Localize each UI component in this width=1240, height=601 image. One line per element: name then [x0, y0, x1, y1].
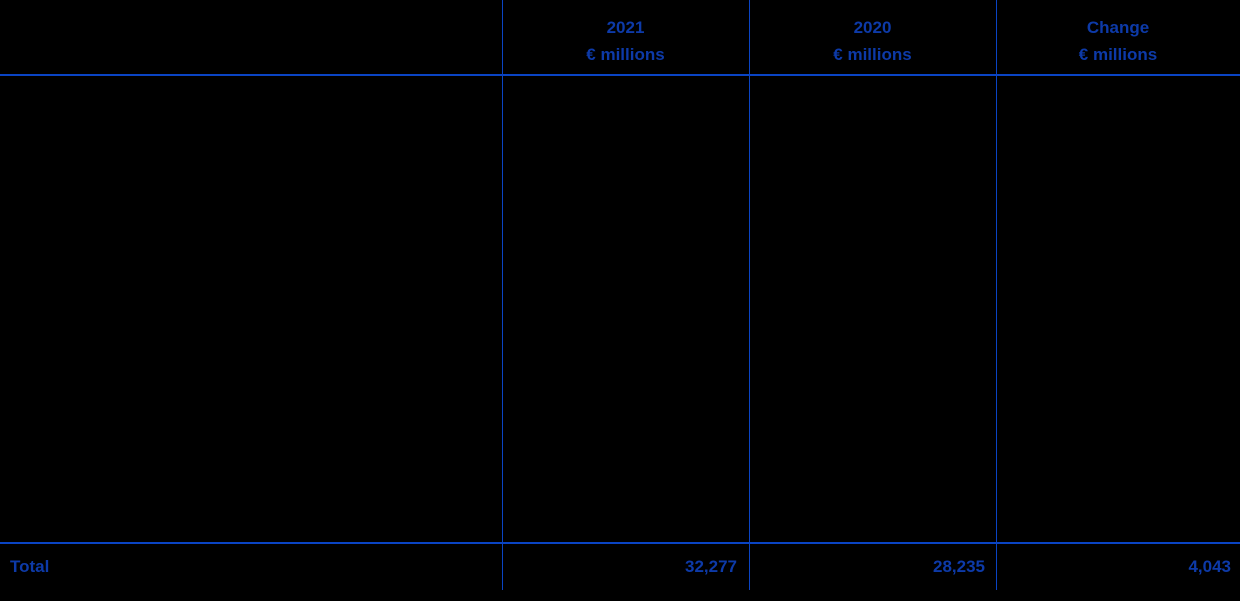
total-value-2021: 32,277 — [685, 557, 737, 576]
total-value-2020: 28,235 — [933, 557, 985, 576]
column-divider-2 — [749, 0, 750, 590]
total-row-divider-line — [0, 542, 1240, 544]
header-unit-2021-label: € millions — [586, 45, 665, 64]
header-cell-change: Change € millions — [996, 14, 1240, 68]
header-year-2021-label: 2021 — [606, 18, 645, 37]
header-year-2020-label: 2020 — [853, 18, 892, 37]
header-unit-2020-label: € millions — [833, 45, 912, 64]
total-row-label: Total — [10, 557, 50, 576]
header-unit-change-label: € millions — [1078, 45, 1158, 64]
header-cell-2021: 2021 € millions — [502, 14, 749, 68]
header-divider-line — [0, 74, 1240, 76]
column-divider-3 — [996, 0, 997, 590]
header-change-label: Change — [1086, 18, 1150, 37]
total-value-change: 4,043 — [1188, 557, 1231, 576]
table-body-empty — [0, 76, 1240, 542]
header-cell-2020: 2020 € millions — [749, 14, 996, 68]
total-row: Total 32,277 28,235 4,043 — [0, 544, 1240, 590]
column-divider-1 — [502, 0, 503, 590]
